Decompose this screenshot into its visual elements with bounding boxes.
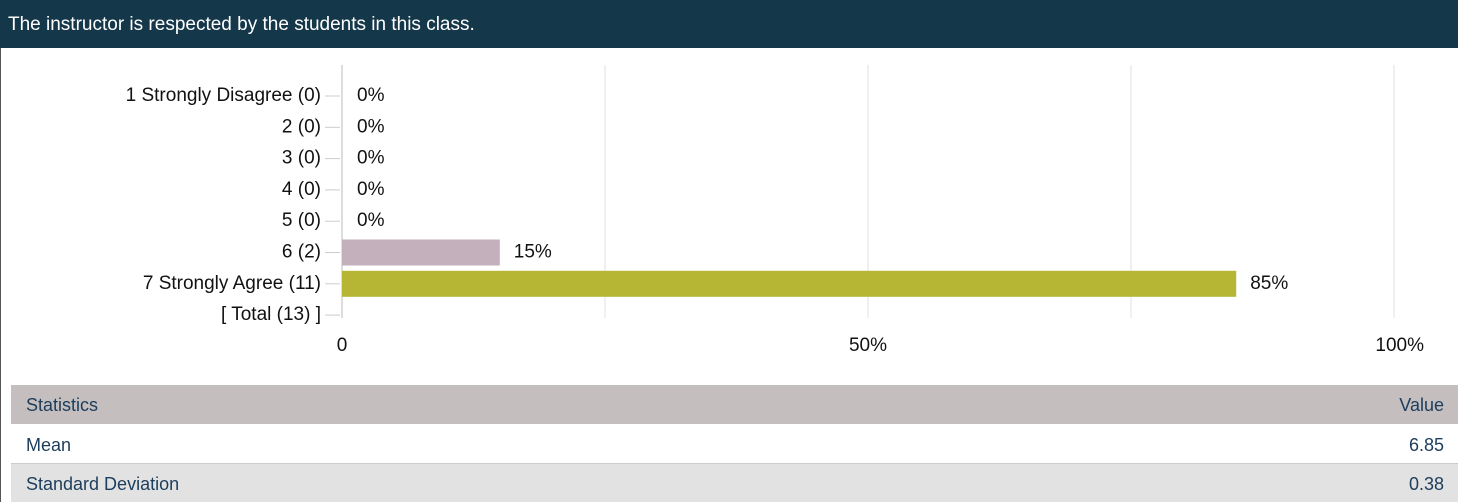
x-tick-label: 50% [849, 335, 887, 356]
bar [342, 270, 1237, 297]
category-label: 2 (0) [282, 116, 321, 137]
header-cell: Value [1399, 395, 1444, 415]
question-title: The instructor is respected by the stude… [0, 0, 1458, 48]
category-label: 7 Strongly Agree (11) [143, 273, 321, 294]
value-label: 15% [514, 242, 552, 263]
value-label: 0% [357, 116, 385, 137]
category-label: 5 (0) [282, 210, 321, 231]
cell: Mean [26, 435, 72, 455]
table-row: Standard Deviation 0.38 [11, 464, 1458, 502]
x-tick-label: 0 [337, 335, 348, 356]
bar [342, 239, 500, 266]
category-label: 1 Strongly Disagree (0) [126, 85, 321, 106]
value-label: 0% [357, 210, 385, 231]
category-label: 3 (0) [282, 148, 321, 169]
value-label: 0% [357, 148, 385, 169]
table-row: Mean 6.85 [11, 425, 1458, 464]
category-label: 6 (2) [282, 242, 321, 263]
statistics-table: Statistics Value Mean 6.85 Standard Devi… [0, 385, 1458, 502]
cell: 0.38 [1408, 474, 1444, 494]
x-tick-label: 100% [1375, 335, 1424, 356]
cell: Standard Deviation [26, 474, 180, 494]
header-cell: Statistics [26, 395, 99, 415]
category-label: 4 (0) [282, 179, 321, 200]
value-label: 0% [357, 179, 385, 200]
category-label: [ Total (13) ] [221, 304, 321, 325]
value-label: 85% [1250, 273, 1288, 294]
value-label: 0% [357, 85, 385, 106]
chart: 0 50% 100% 1 Strongly Disagree (0) 0% 2 (0) 0%… [0, 48, 1424, 385]
table-header: Statistics Value [11, 385, 1458, 424]
cell: 6.85 [1408, 435, 1444, 455]
